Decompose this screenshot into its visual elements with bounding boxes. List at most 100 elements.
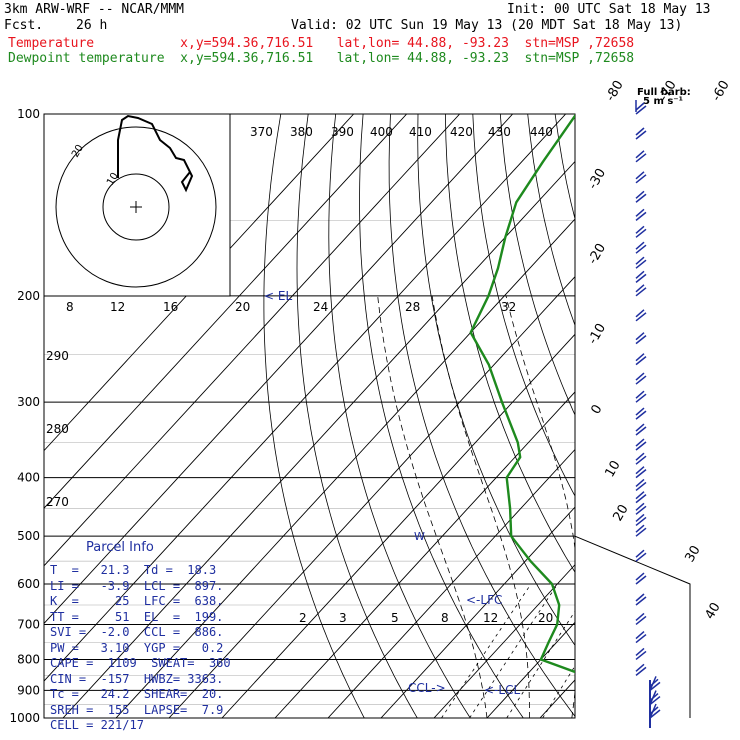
isotherm-label: -20 bbox=[585, 241, 609, 267]
wind-barb bbox=[635, 469, 647, 479]
dry-adiabat bbox=[499, 114, 575, 416]
wind-barb bbox=[635, 256, 645, 265]
temperature-legend: Temperature x,y=594.36,716.51 lat,lon= 4… bbox=[8, 36, 635, 51]
level-annotations: < EL <-LFC <-LCL CCL-> W bbox=[264, 289, 520, 697]
parcel-info-row: T = 21.3 Td = 18.3 bbox=[50, 563, 217, 577]
mixing-ratio-label: 8 bbox=[441, 611, 449, 625]
wind-barb bbox=[635, 353, 645, 362]
dry-adiabat bbox=[417, 114, 575, 646]
wind-barb bbox=[635, 228, 647, 238]
wind-barb bbox=[635, 513, 645, 523]
wind-barb bbox=[635, 423, 645, 432]
parcel-info-row: CELL = 221/17 bbox=[50, 718, 144, 732]
isotherm-line bbox=[646, 114, 740, 718]
wind-barb bbox=[635, 549, 645, 558]
wind-barb bbox=[635, 630, 645, 640]
parcel-info-row: CIN = -157 HWBZ= 3363. bbox=[50, 671, 224, 686]
wind-barb bbox=[649, 695, 661, 706]
wind-barb bbox=[649, 678, 659, 687]
wind-barb bbox=[649, 709, 661, 719]
isotherm-line bbox=[44, 114, 461, 567]
wind-barb bbox=[635, 552, 647, 562]
wind-barb bbox=[635, 171, 645, 180]
pressure-label: 300 bbox=[17, 395, 40, 409]
chart-header: 3km ARW-WRF -- NCAR/MMM Init: 00 UTC Sat… bbox=[0, 0, 740, 70]
parcel-info-row: K = 25 LFC = 638. bbox=[50, 594, 224, 608]
dry-adiabat bbox=[472, 114, 575, 497]
parcel-info-row: TT = 51 EL = 199. bbox=[50, 609, 224, 624]
wind-barb bbox=[635, 287, 647, 297]
lfc-marker: <-LFC bbox=[466, 593, 502, 607]
wind-barb bbox=[635, 491, 645, 500]
dry-adiabat bbox=[637, 114, 740, 718]
moist-adiabat bbox=[505, 295, 575, 718]
wind-barb bbox=[635, 284, 645, 293]
hodograph-box bbox=[43, 113, 231, 297]
wind-barb bbox=[635, 455, 647, 465]
dry-adiabat bbox=[328, 114, 471, 718]
mixing-ratio-label: 5 bbox=[391, 611, 399, 625]
wind-barb bbox=[635, 516, 647, 527]
isotherm-line bbox=[44, 114, 355, 452]
wind-barb bbox=[635, 393, 647, 403]
isotherm-line bbox=[433, 564, 575, 718]
wind-barb bbox=[635, 494, 647, 504]
pressure-label: 500 bbox=[17, 529, 40, 543]
isotherm-line bbox=[115, 218, 575, 718]
mixing-ratio-label: 20 bbox=[538, 611, 553, 625]
isotherm-line bbox=[44, 114, 408, 509]
theta-label: 370 bbox=[250, 125, 273, 139]
theta-label: 270 bbox=[46, 495, 69, 509]
isotherm-line bbox=[327, 448, 575, 718]
dry-adiabat bbox=[445, 114, 575, 573]
wind-barb bbox=[635, 193, 647, 203]
wind-speed-label: 20 bbox=[235, 300, 250, 314]
isotherm-line bbox=[699, 114, 740, 718]
wind-barb bbox=[649, 706, 659, 715]
isotherm-label: -80 bbox=[603, 78, 627, 104]
theta-label: 280 bbox=[46, 422, 69, 436]
el-marker: < EL bbox=[264, 289, 292, 303]
wind-speed-label: 8 bbox=[66, 300, 74, 314]
ccl-marker: CCL-> bbox=[408, 681, 446, 695]
theta-label: 400 bbox=[370, 125, 393, 139]
parcel-info-row: Tc = 24.2 SHEAR= 20. bbox=[50, 687, 224, 701]
isotherm-label: 10 bbox=[602, 458, 623, 480]
wind-barb bbox=[635, 259, 647, 269]
dry-adiabat bbox=[720, 114, 740, 718]
wind-barb bbox=[635, 438, 645, 447]
sounding-lines bbox=[469, 114, 575, 674]
wind-barb bbox=[635, 647, 645, 657]
mixing-ratio-label: 12 bbox=[483, 611, 498, 625]
wind-barb bbox=[635, 190, 645, 199]
wind-speed-label: 32 bbox=[501, 300, 516, 314]
wind-barb bbox=[635, 502, 645, 511]
isotherm-line bbox=[593, 114, 740, 718]
isotherm-label: -60 bbox=[709, 78, 733, 104]
wind-barb bbox=[635, 666, 647, 676]
wind-barb bbox=[635, 309, 645, 318]
mixing-ratio-label: 3 bbox=[339, 611, 347, 625]
hodograph-ring-20 bbox=[55, 126, 217, 288]
wind-barb bbox=[635, 593, 645, 602]
theta-label: 390 bbox=[331, 125, 354, 139]
valid-time: Valid: 02 UTC Sun 19 May 13 (20 MDT Sat … bbox=[291, 18, 683, 33]
isotherm-line bbox=[44, 114, 514, 625]
wind-barb bbox=[635, 452, 645, 461]
wind-barb bbox=[635, 505, 647, 515]
mixing-ratio-line bbox=[574, 717, 575, 718]
wind-barb bbox=[635, 127, 645, 136]
wind-speed-label: 16 bbox=[163, 300, 178, 314]
pressure-label: 1000 bbox=[9, 711, 40, 725]
isotherm-label: 30 bbox=[682, 543, 703, 565]
pressure-label: 800 bbox=[17, 652, 40, 666]
wind-barb bbox=[635, 481, 647, 492]
wind-barb bbox=[635, 270, 645, 279]
theta-label: 290 bbox=[46, 349, 69, 363]
wind-barb bbox=[635, 441, 647, 451]
barb-legend-unit: 5 m s⁻¹ bbox=[643, 96, 683, 107]
wind-barb bbox=[635, 332, 645, 341]
wind-barb bbox=[635, 478, 645, 488]
wind-barb bbox=[635, 102, 645, 111]
